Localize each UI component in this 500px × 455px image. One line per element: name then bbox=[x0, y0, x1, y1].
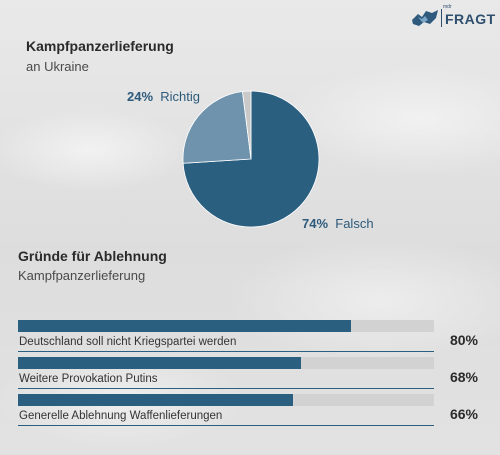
brand-divider bbox=[441, 9, 442, 27]
brand-small-text: mdr bbox=[443, 4, 452, 10]
pie-chart-subtitle: an Ukraine bbox=[26, 59, 89, 74]
bar-label-1: Deutschland soll nicht Kriegspartei werd… bbox=[19, 336, 237, 348]
bar-value-3: 66% bbox=[449, 406, 478, 422]
bar-row-2: Weitere Provokation Putins 68% bbox=[18, 357, 480, 389]
pie-category-falsch: Falsch bbox=[335, 216, 374, 231]
bar-1 bbox=[18, 320, 351, 332]
bar-label-3: Generelle Ablehnung Waffenlieferungen bbox=[19, 410, 223, 422]
bar-chart-title: Gründe für Ablehnung bbox=[18, 248, 167, 264]
brand-logo: mdr FRAGT bbox=[410, 4, 496, 28]
brand-name: FRAGT bbox=[445, 11, 496, 27]
pie-slice-other bbox=[242, 90, 252, 160]
pie-value-richtig: 24% bbox=[127, 89, 154, 104]
bar-underline-1 bbox=[18, 351, 434, 352]
pie-label-richtig: 24% Richtig bbox=[127, 89, 200, 104]
bar-underline-3 bbox=[18, 425, 434, 426]
bar-2 bbox=[18, 357, 301, 369]
bar-row-1: Deutschland soll nicht Kriegspartei werd… bbox=[18, 320, 480, 352]
bar-3 bbox=[18, 394, 293, 406]
bar-underline-2 bbox=[18, 388, 434, 389]
bar-chart-subtitle: Kampfpanzerlieferung bbox=[18, 268, 146, 283]
pie-value-falsch: 74% bbox=[302, 216, 329, 231]
pie-slice-richtig bbox=[182, 91, 252, 164]
bar-label-2: Weitere Provokation Putins bbox=[19, 373, 158, 385]
map-logo-icon bbox=[412, 10, 438, 26]
bar-value-2: 68% bbox=[449, 369, 478, 385]
bar-value-1: 80% bbox=[449, 332, 478, 348]
bar-row-3: Generelle Ablehnung Waffenlieferungen 66… bbox=[18, 394, 480, 426]
pie-chart-title: Kampfpanzerlieferung bbox=[26, 38, 174, 54]
pie-category-richtig: Richtig bbox=[160, 89, 201, 104]
pie-label-falsch: 74% Falsch bbox=[302, 216, 374, 231]
